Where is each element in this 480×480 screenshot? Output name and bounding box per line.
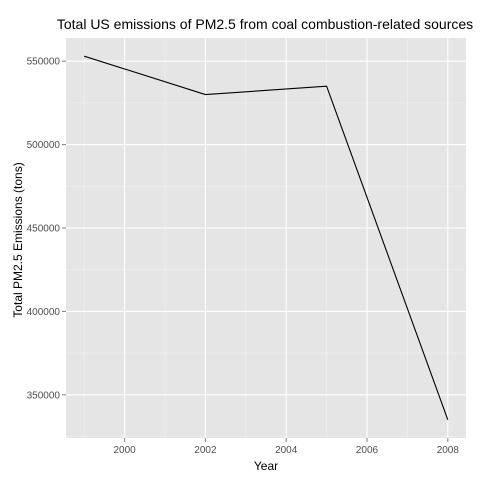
x-axis: 2000 2002 2004 2006 2008 xyxy=(113,438,459,456)
x-axis-title: Year xyxy=(254,459,278,473)
y-tick-label: 450000 xyxy=(27,223,61,234)
x-tick-label: 2004 xyxy=(275,445,298,456)
x-tick-label: 2008 xyxy=(437,445,460,456)
y-axis: 350000 400000 450000 500000 550000 xyxy=(27,57,66,401)
y-tick-label: 350000 xyxy=(27,390,61,401)
series-layer xyxy=(84,55,449,421)
x-tick-label: 2000 xyxy=(113,445,136,456)
y-tick-label: 400000 xyxy=(27,307,61,318)
chart-title: Total US emissions of PM2.5 from coal co… xyxy=(57,16,473,32)
major-gridlines xyxy=(66,38,466,438)
y-tick-label: 550000 xyxy=(27,57,61,68)
y-tick-label: 500000 xyxy=(27,140,61,151)
series-line xyxy=(84,55,449,421)
y-axis-title: Total PM2.5 Emissions (tons) xyxy=(11,162,25,317)
x-tick-label: 2006 xyxy=(356,445,379,456)
x-tick-label: 2002 xyxy=(194,445,217,456)
minor-gridlines xyxy=(66,38,466,438)
plot-panel xyxy=(66,38,466,438)
